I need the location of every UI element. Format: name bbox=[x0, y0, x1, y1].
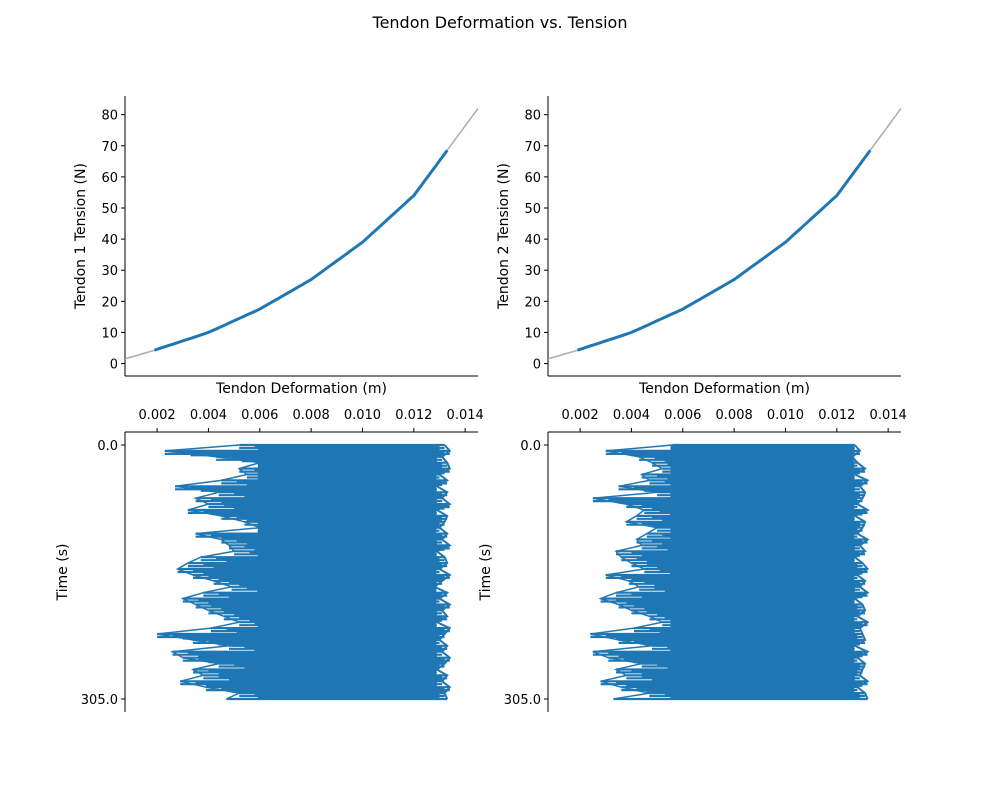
y-tick-label: 40 bbox=[101, 233, 118, 248]
y-tick-label: 0.0 bbox=[97, 439, 118, 454]
deformation-trajectory bbox=[156, 443, 452, 701]
chart-bottom-left: 0.002 0.004 0.006 0.008 0.010 0.012 0.014 0.0 30… bbox=[55, 408, 484, 712]
chart-top-left: 0 10 20 30 40 50 60 70 80 Tendon Deformation (m) T… bbox=[73, 96, 478, 397]
x-tick-label: 0.012 bbox=[818, 408, 855, 423]
data-curve bbox=[577, 149, 872, 352]
y-tick-label: 0.0 bbox=[520, 439, 541, 454]
trajectory-left-envelope bbox=[156, 444, 261, 700]
y-tick-label: 20 bbox=[524, 295, 541, 310]
y-tick-label: 60 bbox=[101, 171, 118, 186]
y-tick-label: 80 bbox=[524, 109, 541, 124]
x-tick-label: 0.008 bbox=[293, 408, 330, 423]
trajectory-left-envelope bbox=[590, 444, 673, 700]
y-tick-label: 30 bbox=[101, 264, 118, 279]
y-tick-label: 70 bbox=[101, 140, 118, 155]
x-tick-label: 0.004 bbox=[190, 408, 227, 423]
figure-title: Tendon Deformation vs. Tension bbox=[372, 13, 628, 32]
x-tick-label: 0.012 bbox=[395, 408, 432, 423]
y-tick-label: 0 bbox=[533, 358, 541, 373]
x-tick-label: 0.014 bbox=[870, 408, 907, 423]
y-tick-label: 305.0 bbox=[504, 693, 541, 708]
y-tick-label: 20 bbox=[101, 295, 118, 310]
y-tick-label: 30 bbox=[524, 264, 541, 279]
y-tick-label: 50 bbox=[101, 202, 118, 217]
y-tick-label: 305.0 bbox=[81, 693, 118, 708]
chart-bottom-right: 0.002 0.004 0.006 0.008 0.010 0.012 0.014 0.0 30… bbox=[478, 408, 907, 712]
y-axis-label: Time (s) bbox=[478, 544, 494, 602]
x-tick-label: 0.014 bbox=[447, 408, 484, 423]
reference-curve bbox=[125, 107, 478, 360]
x-tick-label: 0.004 bbox=[613, 408, 650, 423]
data-curve bbox=[154, 149, 449, 352]
x-tick-label: 0.008 bbox=[716, 408, 753, 423]
y-axis-label: Tendon 2 Tension (N) bbox=[496, 163, 512, 310]
x-axis-label: Tendon Deformation (m) bbox=[215, 381, 387, 397]
y-axis-label: Time (s) bbox=[55, 544, 71, 602]
y-axis-label: Tendon 1 Tension (N) bbox=[73, 163, 89, 310]
chart-top-right: 0 10 20 30 40 50 60 70 80 Tendon Deformation (m) T… bbox=[496, 96, 901, 397]
trajectory-right-envelope bbox=[432, 444, 452, 700]
y-tick-label: 70 bbox=[524, 140, 541, 155]
panels: 0 10 20 30 40 50 60 70 80 Tendon Deformation (m) T… bbox=[55, 96, 907, 712]
y-tick-label: 60 bbox=[524, 171, 541, 186]
x-tick-label: 0.002 bbox=[561, 408, 598, 423]
deformation-trajectory bbox=[590, 443, 870, 701]
x-tick-label: 0.006 bbox=[241, 408, 278, 423]
y-tick-label: 40 bbox=[524, 233, 541, 248]
x-tick-label: 0.010 bbox=[344, 408, 381, 423]
x-tick-label: 0.010 bbox=[767, 408, 804, 423]
y-tick-label: 80 bbox=[101, 109, 118, 124]
y-tick-label: 50 bbox=[524, 202, 541, 217]
reference-curve bbox=[548, 107, 901, 360]
y-tick-label: 10 bbox=[101, 326, 118, 341]
x-tick-label: 0.006 bbox=[664, 408, 701, 423]
trajectory-right-envelope bbox=[850, 444, 870, 700]
y-tick-label: 10 bbox=[524, 326, 541, 341]
y-tick-label: 0 bbox=[110, 358, 118, 373]
x-axis-label: Tendon Deformation (m) bbox=[638, 381, 810, 397]
x-tick-label: 0.002 bbox=[138, 408, 175, 423]
